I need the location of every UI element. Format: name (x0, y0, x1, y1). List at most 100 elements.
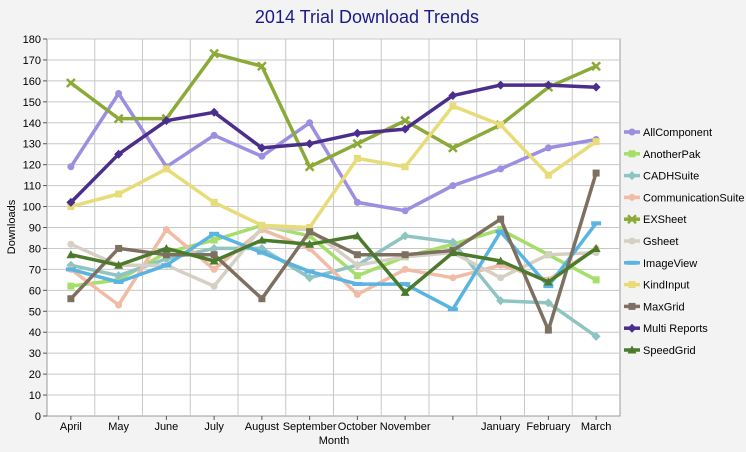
data-point-speedgrid (305, 239, 315, 248)
data-point-kindinput (497, 121, 505, 129)
legend-label: ImageView (643, 258, 697, 270)
data-point-imageview (352, 282, 363, 287)
series-kindinput (67, 102, 600, 231)
x-axis-title: Month (319, 435, 350, 447)
series-line-allcomponent (69, 91, 597, 213)
data-point-exsheet (447, 143, 458, 153)
data-point-allcomponent (401, 207, 409, 215)
data-point-anotherpak (67, 282, 75, 290)
data-point-imageview (447, 307, 458, 312)
legend-marker (627, 171, 637, 181)
data-point-imageview (495, 229, 506, 234)
series-line-multi-reports (69, 83, 597, 204)
series-line-speedgrid (70, 234, 598, 295)
data-point-kindinput (353, 154, 361, 162)
data-point-multi-reports (496, 80, 506, 90)
data-point-allcomponent (258, 152, 266, 160)
data-point-communicationsuite (449, 274, 457, 282)
data-point-exsheet (113, 113, 124, 124)
y-tick-label: 60 (29, 285, 41, 297)
data-point-multi-reports (305, 139, 315, 149)
legend-marker (628, 128, 636, 136)
data-point-maxgrid (401, 251, 409, 259)
data-point-imageview (161, 263, 172, 268)
legend-marker (628, 237, 636, 245)
data-point-multi-reports (209, 107, 219, 117)
y-axis: 0 10 20 30 40 50 60 70 80 90 100 110 120 130 140 150 160… (23, 34, 47, 423)
data-point-maxgrid (544, 326, 552, 334)
data-point-communicationsuite (210, 265, 218, 273)
chart-title: 2014 Trial Download Trends (255, 7, 479, 27)
data-point-exsheet (400, 115, 411, 126)
data-point-speedgrid (448, 248, 458, 257)
data-point-speedgrid (66, 250, 76, 259)
data-point-allcomponent (115, 89, 123, 97)
y-tick-label: 0 (35, 411, 41, 423)
data-point-anotherpak (353, 272, 361, 280)
x-tick-label: October (338, 421, 377, 433)
y-tick-label: 130 (23, 139, 41, 151)
data-point-kindinput (544, 171, 552, 179)
legend-label: AllComponent (643, 127, 712, 139)
data-point-exsheet (209, 48, 220, 59)
data-point-allcomponent (544, 144, 552, 152)
data-point-allcomponent (449, 182, 457, 190)
data-point-imageview (304, 269, 315, 274)
data-point-cadhsuite (400, 231, 410, 241)
data-point-maxgrid (306, 228, 314, 236)
data-point-kindinput (162, 165, 170, 173)
data-point-multi-reports (400, 124, 410, 134)
data-point-kindinput (592, 138, 600, 146)
y-tick-label: 120 (23, 160, 41, 172)
y-tick-label: 20 (29, 369, 41, 381)
y-tick-label: 150 (23, 97, 41, 109)
legend-item-speedgrid: SpeedGrid (624, 345, 696, 357)
x-tick-label: August (245, 421, 279, 433)
data-point-multi-reports (448, 91, 458, 101)
legend-item-multi-reports: Multi Reports (624, 323, 708, 335)
data-point-cadhsuite (114, 271, 124, 281)
series-multi-reports (66, 80, 601, 207)
data-point-imageview (256, 250, 267, 255)
x-tick-label: September (283, 421, 337, 433)
legend-label: KindInput (643, 280, 689, 292)
x-axis: April May June July August September October No… (60, 416, 611, 433)
legend-marker (628, 193, 636, 201)
data-point-multi-reports (161, 116, 171, 126)
data-point-multi-reports (352, 128, 362, 138)
x-tick-label: February (526, 421, 571, 433)
legend-item-exsheet: EXSheet (624, 214, 686, 226)
data-point-speedgrid (496, 256, 506, 265)
series-speedgrid (66, 231, 601, 296)
data-point-maxgrid (592, 169, 600, 177)
data-point-gsheet (67, 240, 75, 248)
y-tick-label: 110 (23, 181, 41, 193)
data-point-exsheet (256, 61, 267, 72)
data-point-communicationsuite (353, 291, 361, 299)
y-tick-label: 180 (23, 34, 41, 46)
data-point-speedgrid (114, 260, 124, 269)
legend: AllComponent AnotherPak CADHSuite Communica… (624, 127, 745, 357)
data-point-speedgrid (352, 231, 362, 240)
series-line-communicationsuite (69, 227, 598, 307)
data-point-cadhsuite (543, 298, 553, 308)
y-tick-label: 90 (29, 223, 41, 235)
data-point-gsheet (353, 261, 361, 269)
data-point-multi-reports (257, 143, 267, 153)
data-point-anotherpak (210, 236, 218, 244)
legend-item-cadhsuite: CADHSuite (624, 171, 699, 183)
plot-area (46, 38, 621, 417)
y-tick-label: 170 (23, 55, 41, 67)
data-point-cadhsuite (305, 273, 315, 283)
data-point-speedgrid (400, 287, 410, 296)
y-tick-label: 70 (29, 264, 41, 276)
data-point-cadhsuite (496, 296, 506, 306)
data-point-speedgrid (257, 235, 267, 244)
x-tick-label: January (481, 421, 521, 433)
legend-item-anotherpak: AnotherPak (624, 149, 701, 161)
data-point-imageview (591, 221, 602, 226)
legend-item-kindinput: KindInput (624, 280, 689, 292)
data-point-allcomponent (67, 163, 75, 171)
legend-item-gsheet: Gsheet (624, 236, 678, 248)
